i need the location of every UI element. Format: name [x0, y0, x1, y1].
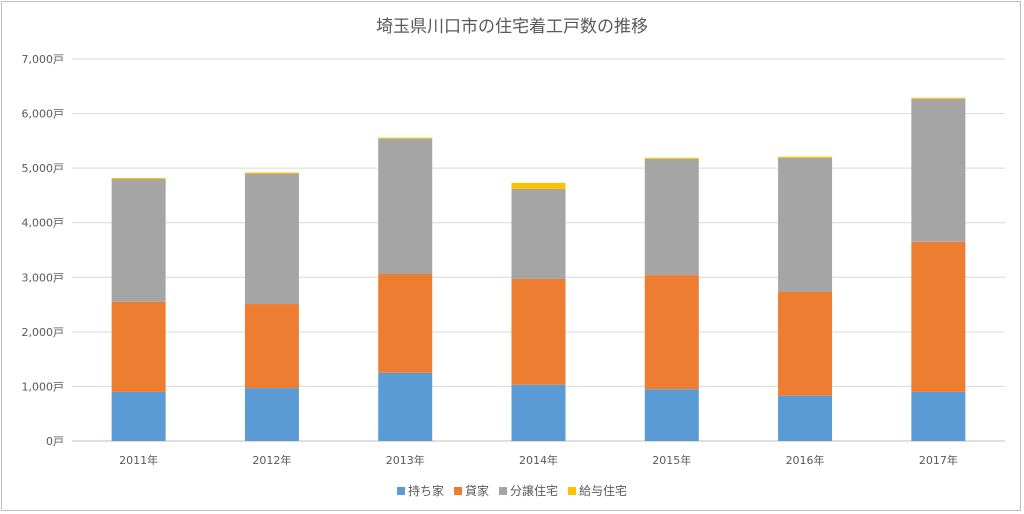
bar-segment-4-5: [644, 157, 699, 159]
legend-swatch: [568, 487, 577, 495]
y-tick-label: 6,000戸: [22, 108, 65, 121]
y-tick-label: 2,000戸: [22, 326, 65, 339]
bar-segment-1-2: [244, 388, 299, 441]
y-tick-label: 1,000戸: [22, 380, 65, 393]
bar-segment-4-3: [378, 137, 433, 139]
bar-segment-3-5: [644, 158, 699, 276]
legend-item: 分譲住宅: [499, 482, 558, 499]
legend-item: 貸家: [453, 482, 489, 499]
bars: [111, 97, 966, 441]
y-tick-label: 5,000戸: [22, 162, 65, 175]
x-axis-tick-labels: 2011年 2012年 2013年 2014年 2015年 2016年 2017年: [119, 453, 958, 467]
bar-segment-2-7: [911, 241, 966, 392]
bar-segment-1-7: [911, 391, 966, 441]
bar-segment-2-4: [511, 278, 566, 385]
legend-item: 持ち家: [396, 482, 444, 499]
bar-segment-2-6: [778, 292, 833, 396]
y-tick-label: 4,000戸: [22, 217, 65, 230]
bar-segment-3-7: [911, 98, 966, 242]
bar-segment-4-6: [778, 156, 833, 158]
bar-segment-1-5: [644, 389, 699, 441]
bar-segment-4-4: [511, 182, 566, 189]
legend-label: 持ち家: [407, 484, 444, 498]
legend-label: 分譲住宅: [510, 484, 559, 498]
bar-segment-3-4: [511, 188, 566, 279]
y-axis-tick-labels: 0戸 1,000戸 2,000戸 3,000戸 4,000戸 5,000戸 6,000戸 7,…: [22, 53, 65, 448]
bar-segment-3-1: [111, 179, 166, 302]
legend-swatch: [499, 487, 507, 495]
x-tick-label: 2015年: [652, 453, 691, 467]
bar-segment-4-2: [244, 172, 299, 174]
bar-segment-4-7: [911, 97, 966, 99]
legend-label: 貸家: [464, 484, 489, 498]
bar-segment-3-3: [378, 138, 433, 275]
legend-label: 給与住宅: [579, 484, 628, 498]
x-tick-label: 2014年: [519, 453, 558, 467]
legend: 持ち家 貸家 分譲住宅 給与住宅: [0, 482, 1024, 499]
y-tick-label: 0戸: [46, 435, 64, 448]
bar-segment-1-6: [778, 395, 833, 441]
x-tick-label: 2012年: [252, 453, 291, 467]
bar-segment-2-5: [644, 275, 699, 390]
bar-segment-3-2: [244, 173, 299, 305]
bar-segment-1-1: [111, 391, 166, 441]
bar-segment-1-4: [511, 384, 566, 441]
y-tick-label: 7,000戸: [22, 53, 65, 66]
legend-swatch: [396, 487, 405, 495]
bar-segment-2-3: [378, 274, 433, 373]
x-tick-label: 2016年: [786, 453, 825, 467]
x-tick-label: 2017年: [919, 453, 958, 467]
bar-segment-4-1: [111, 177, 166, 180]
chart-title: 埼玉県川口市の住宅着工戸数の推移: [376, 17, 648, 37]
bar-segment-2-2: [244, 304, 299, 389]
legend-item: 給与住宅: [568, 482, 627, 499]
legend-swatch: [453, 487, 462, 495]
y-tick-label: 3,000戸: [22, 271, 65, 284]
x-tick-label: 2013年: [386, 453, 425, 467]
bar-segment-3-6: [778, 157, 833, 293]
bar-segment-2-1: [111, 301, 166, 392]
bar-segment-1-3: [378, 372, 433, 441]
x-tick-label: 2011年: [119, 453, 158, 467]
